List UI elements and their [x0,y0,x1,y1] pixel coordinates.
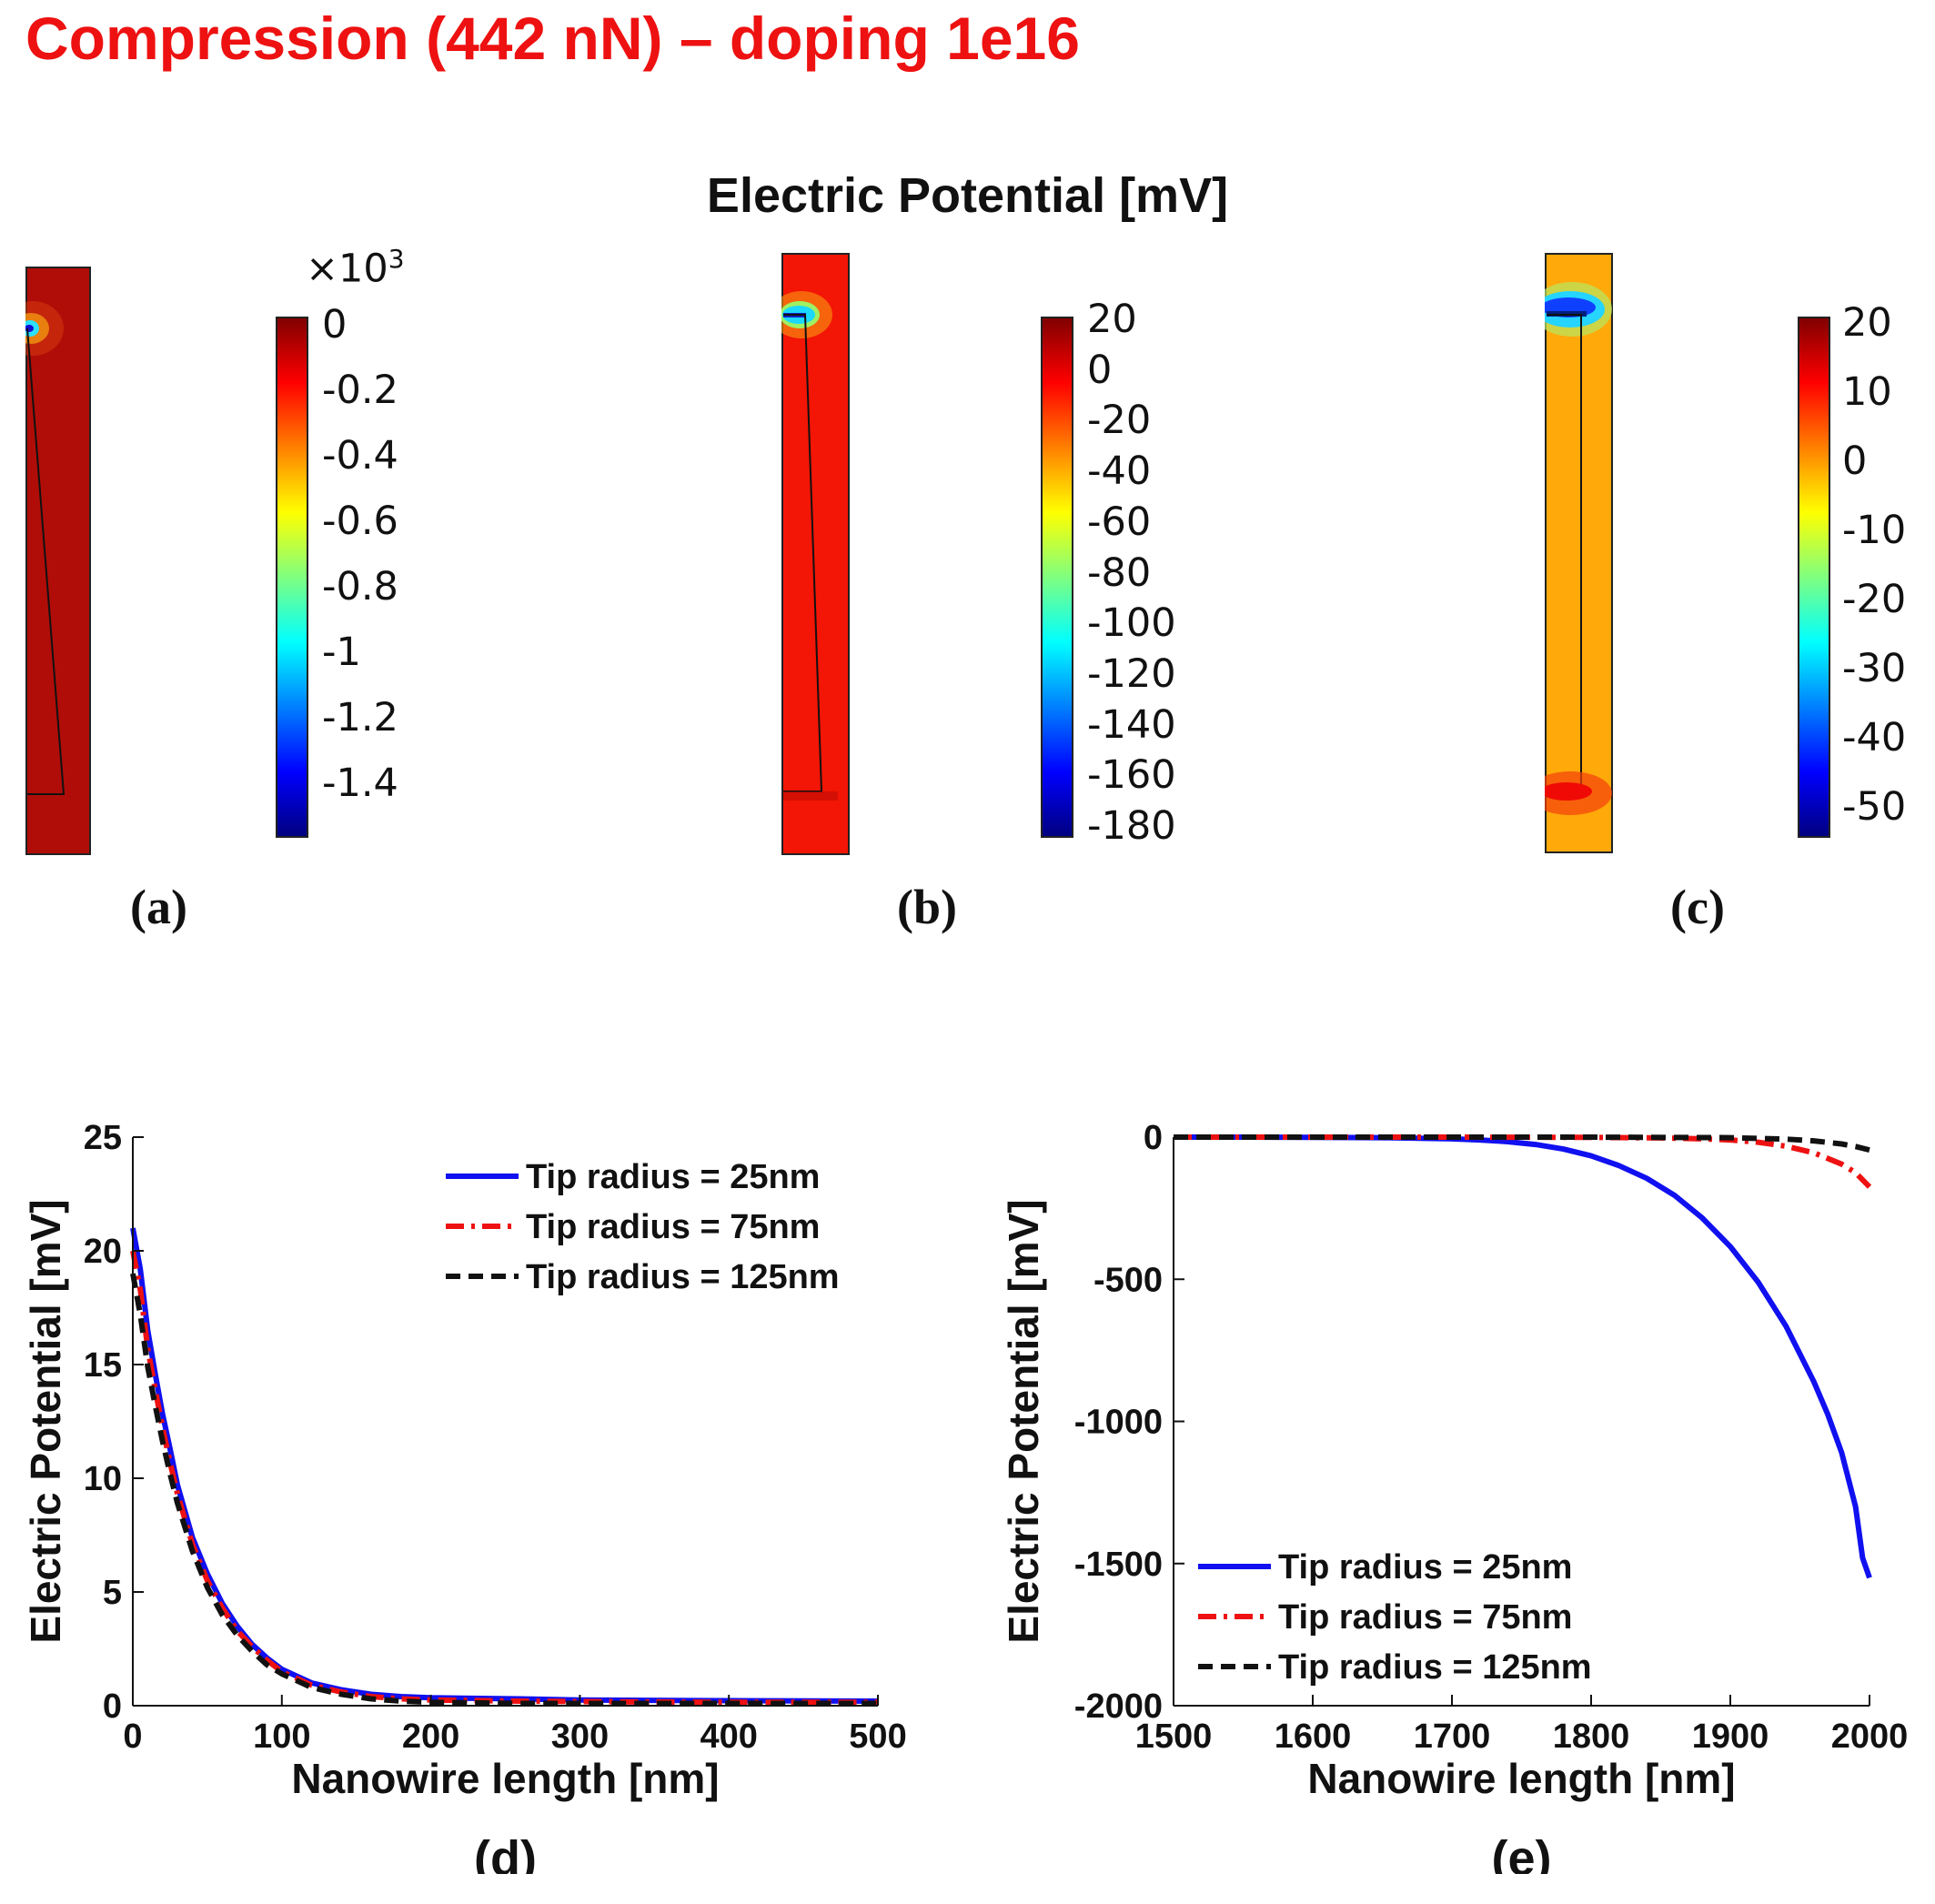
panel-label: (e) [1492,1831,1552,1874]
colorbar-tick-label: 0 [322,302,348,348]
colorbar-tick-label: 0 [1087,347,1113,393]
series-line-1 [1174,1134,1872,1579]
colorbar-tick-label: -180 [1087,803,1176,849]
x-tick-label: 2000 [1831,1718,1909,1756]
y-tick-label: 20 [84,1233,122,1271]
nanowire-map-b [781,253,850,855]
colorbar-tick-label: -1 [322,630,361,675]
colorbar-tick-label: -160 [1087,752,1176,799]
colorbar-b [1041,317,1073,838]
y-tick-label: 25 [84,1119,122,1157]
line-chart-d: 0 100 200 300 400 500 0 5 10 15 20 25 Nanowire lengt… [22,1119,907,1874]
x-tick-label: 200 [402,1718,459,1756]
colorbar-tick-label: -20 [1087,398,1152,444]
colorbar-a-multiplier: ×103 [306,244,405,292]
y-tick-label: -2000 [1074,1687,1163,1726]
colorbar-tick-label: -0.4 [322,433,398,479]
legend-label-3: Tip radius = 125nm [526,1258,840,1296]
colorbar-tick-label: -40 [1087,448,1152,495]
y-tick-label: -500 [1093,1261,1163,1299]
colorbar-tick-label: -30 [1842,646,1907,691]
legend-label-1: Tip radius = 25nm [1278,1548,1572,1587]
x-tick-label: 100 [253,1718,310,1756]
colorbar-tick-label: -20 [1842,577,1907,622]
y-tick-label: -1500 [1074,1546,1163,1584]
x-axis-label: Nanowire length [nm] [1307,1755,1735,1802]
colorbar-tick-label: -140 [1087,701,1176,748]
colorbar-tick-label: 10 [1842,369,1892,415]
x-axis-label: Nanowire length [nm] [291,1755,719,1802]
colormap-title: Electric Potential [mV] [706,168,1229,223]
legend-label-1: Tip radius = 25nm [526,1158,820,1196]
x-tick-label: 1800 [1553,1718,1630,1756]
series-line-1 [130,1227,879,1704]
y-tick-label: 10 [84,1460,122,1498]
map-c-base-core [1545,782,1592,801]
colorbar-c-gradient [1798,317,1830,838]
colorbar-tick-label: -0.6 [322,499,398,544]
nanowire-map-c [1545,253,1613,853]
y-tick-label: 0 [103,1687,122,1726]
colorbar-tick-label: 20 [1087,297,1137,342]
panel-label: (d) [474,1831,537,1874]
colorbar-tick-label: -1.2 [322,695,398,740]
map-a-background [25,267,91,855]
y-tick-label: 0 [1144,1119,1163,1157]
colorbar-tick-label: -1.4 [322,761,398,806]
figure-title: Compression (442 nN) – doping 1e16 [25,5,1080,72]
series-line-3 [1174,1134,1870,1153]
nanowire-map-a [25,267,91,855]
colorbar-a [276,317,308,838]
map-c-background [1545,253,1613,853]
colorbar-tick-label: 0 [1842,438,1868,484]
colorbar-c [1798,317,1830,838]
y-axis-label: Electric Potential [mV] [1000,1199,1047,1643]
panel-label-a: (a) [130,880,187,934]
y-axis-label: Electric Potential [mV] [22,1199,69,1643]
y-tick-label: 5 [103,1574,122,1612]
colorbar-b-gradient [1041,317,1073,838]
panel-label-c: (c) [1670,880,1725,934]
legend-label-2: Tip radius = 75nm [1278,1598,1572,1637]
colorbar-a-gradient [276,317,308,838]
colorbar-tick-label: -50 [1842,784,1907,830]
colorbar-tick-label: -60 [1087,499,1152,545]
x-tick-label: 500 [849,1718,906,1756]
panel-label-b: (b) [897,880,957,934]
colorbar-tick-label: -0.8 [322,564,398,609]
colorbar-tick-label: -40 [1842,715,1907,761]
series-line-2 [130,1250,878,1706]
colorbar-tick-label: -120 [1087,650,1176,697]
line-chart-e: 1500 1600 1700 1800 1900 2000 0 -500 -1000 -1500 -… [1000,1119,1909,1874]
y-tick-label: 15 [84,1346,122,1385]
x-tick-label: 1900 [1692,1718,1769,1756]
colorbar-tick-label: -100 [1087,600,1176,647]
x-tick-label: 1600 [1275,1718,1352,1756]
colorbar-tick-label: 20 [1842,300,1892,346]
map-b-base-shade [783,791,838,801]
map-a-wire-outline [26,327,66,795]
colorbar-tick-label: -80 [1087,549,1152,596]
legend-label-3: Tip radius = 125nm [1278,1648,1592,1687]
x-tick-label: 300 [551,1718,609,1756]
series-line-3 [130,1273,878,1707]
colorbar-tick-label: -0.2 [322,368,398,413]
x-tick-label: 0 [123,1718,142,1756]
legend-label-2: Tip radius = 75nm [526,1208,820,1246]
x-tick-label: 1700 [1414,1718,1491,1756]
map-b-background [781,253,850,855]
y-tick-label: -1000 [1074,1404,1163,1442]
x-tick-label: 1500 [1135,1718,1213,1756]
colorbar-tick-label: -10 [1842,508,1907,553]
x-tick-label: 400 [700,1718,757,1756]
